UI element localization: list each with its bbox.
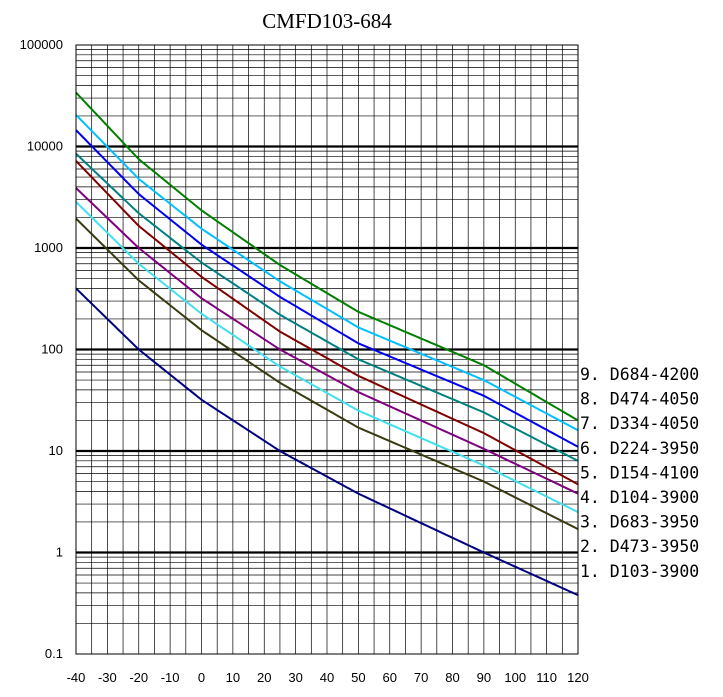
y-tick-label: 10000 <box>27 139 63 154</box>
series-line-2 <box>75 217 579 531</box>
series-line-9 <box>75 91 579 422</box>
series-line-7 <box>75 129 579 448</box>
x-tick-label: -30 <box>98 670 117 685</box>
y-tick-labels: 0.1 1 10 100 1000 10000 100000 <box>20 37 63 661</box>
legend-entry: 5. D154-4100 <box>580 463 699 482</box>
series-line-6 <box>75 152 579 462</box>
legend-entry: 9. D684-4200 <box>580 365 699 384</box>
legend-entry: 3. D683-3950 <box>580 513 699 532</box>
x-tick-label: 100 <box>504 670 526 685</box>
major-grid <box>76 145 578 554</box>
x-tick-label: 110 <box>536 670 557 685</box>
legend-entry: 8. D474-4050 <box>580 390 699 409</box>
series-line-5 <box>75 160 579 486</box>
series-layer <box>75 91 579 597</box>
plot-frame <box>75 44 579 655</box>
legend-entry: 2. D473-3950 <box>580 537 699 556</box>
x-tick-label: 50 <box>351 670 365 685</box>
x-tick-label: 120 <box>567 670 589 685</box>
x-tick-labels: -40 -30 -20 -10 0 10 20 30 40 50 60 70 80 90 100 110 120 <box>67 670 589 685</box>
x-tick-label: 40 <box>320 670 334 685</box>
chart-title: CMFD103-684 <box>262 9 392 33</box>
x-tick-label: 70 <box>414 670 428 685</box>
y-tick-label: 100000 <box>20 37 63 52</box>
x-tick-label: 60 <box>383 670 397 685</box>
y-tick-label: 1 <box>56 545 63 560</box>
y-tick-label: 1000 <box>34 240 63 255</box>
x-tick-label: -40 <box>67 670 86 685</box>
x-tick-label: 10 <box>226 670 240 685</box>
series-line-8 <box>75 114 579 432</box>
legend: 9. D684-4200 8. D474-4050 7. D334-4050 6. D… <box>580 365 699 581</box>
series-line-4 <box>75 187 579 495</box>
legend-entry: 4. D104-3900 <box>580 488 699 507</box>
series-line-1 <box>75 287 579 597</box>
legend-entry: 6. D224-3950 <box>580 439 699 458</box>
x-tick-label: -10 <box>161 670 180 685</box>
x-tick-label: 30 <box>288 670 302 685</box>
legend-entry: 1. D103-3900 <box>580 562 699 581</box>
x-tick-label: 0 <box>198 670 205 685</box>
series-line-3 <box>75 201 579 514</box>
y-tick-label: 0.1 <box>45 646 63 661</box>
x-tick-label: 20 <box>257 670 271 685</box>
y-tick-label: 100 <box>41 342 63 357</box>
y-tick-label: 10 <box>49 443 63 458</box>
x-tick-label: 80 <box>445 670 459 685</box>
x-tick-label: -20 <box>129 670 148 685</box>
legend-entry: 7. D334-4050 <box>580 414 699 433</box>
x-tick-label: 90 <box>477 670 491 685</box>
